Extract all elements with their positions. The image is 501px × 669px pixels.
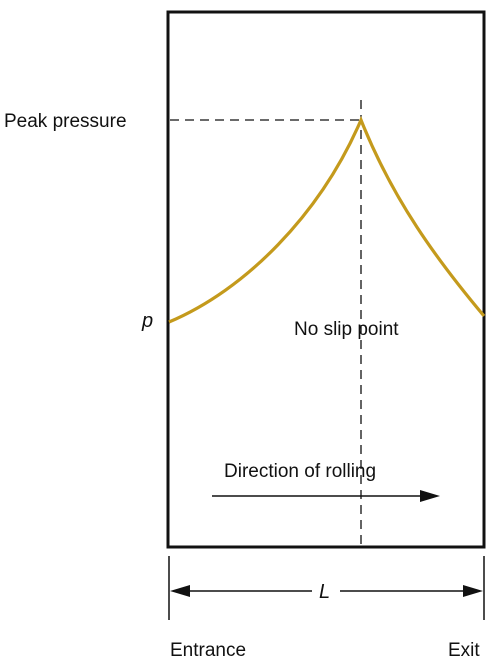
pressure-symbol-label: p <box>141 310 153 332</box>
direction-arrow-head <box>420 490 440 502</box>
direction-of-rolling-label: Direction of rolling <box>224 461 376 482</box>
exit-label: Exit <box>448 640 480 661</box>
pressure-curve <box>168 115 486 324</box>
length-arrowhead-left <box>170 585 190 597</box>
length-arrowhead-right <box>463 585 483 597</box>
entrance-label: Entrance <box>170 640 246 661</box>
peak-pressure-label: Peak pressure <box>4 111 127 132</box>
no-slip-point-label: No slip point <box>294 319 399 340</box>
length-symbol-label: L <box>319 581 330 603</box>
diagram-frame <box>166 10 486 549</box>
